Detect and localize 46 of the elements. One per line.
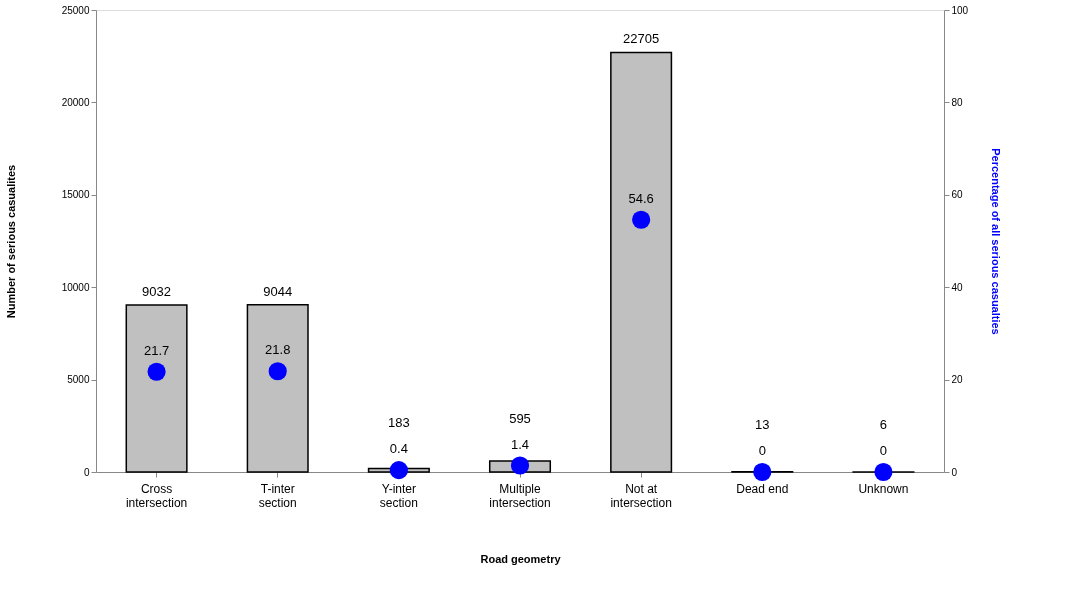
data-label: 21.7 [143,342,170,358]
data-label: 54.6 [628,190,654,206]
x-tick-label: Cross intersection [125,481,188,510]
y2-tick-label: 80 [951,96,964,108]
x-tick-label: Dead end [736,481,789,496]
y2-tick-label: 20 [951,374,964,386]
x-tick-label: Unknown [858,481,909,496]
data-label: 9032 [142,284,172,300]
data-label: 0.4 [389,441,408,457]
y2-tick-label: 100 [951,4,969,16]
y-tick-label: 20000 [61,96,90,108]
y-axis-title: Number of serious casualites [4,164,17,319]
x-tick-label: Multiple intersection [489,481,551,510]
y-tick-label: 5000 [67,374,90,386]
x-tick-label: T-inter section [258,481,297,510]
x-tick-label: Not at intersection [610,481,672,510]
point [268,362,287,381]
data-label: 595 [509,410,531,426]
data-label: 0 [758,443,766,458]
bar [610,51,673,473]
y-tick-label: 25000 [61,4,90,16]
data-label: 9044 [263,283,293,299]
data-label: 6 [879,417,888,432]
point [874,462,893,482]
y-tick-label: 0 [83,466,90,478]
x-axis-title: Road geometry [480,552,562,565]
data-label: 13 [755,417,770,432]
y-tick-label: 15000 [61,189,90,201]
y2-tick-label: 40 [951,281,964,293]
point [389,461,408,480]
point [510,456,530,475]
x-tick-label: Y-inter section [379,481,418,510]
bar [125,304,188,473]
point [632,210,651,229]
y-tick-label: 10000 [61,281,90,293]
bar [246,304,309,473]
y2-axis-title: Percentage of all serious casualties [990,148,1003,335]
y2-tick-label: 0 [951,466,958,478]
point [753,462,772,482]
data-label: 0 [879,443,888,458]
data-label: 21.8 [265,342,291,358]
data-label: 22705 [623,31,660,47]
data-label: 183 [388,415,410,431]
y2-tick-label: 60 [951,189,964,201]
point [147,362,166,381]
data-label: 1.4 [510,436,530,452]
